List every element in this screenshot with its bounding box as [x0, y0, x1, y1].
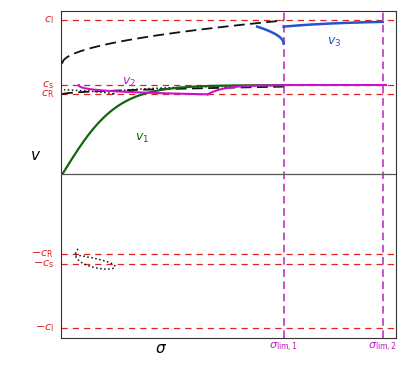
Text: $\sigma_{\mathrm{lim},1}$: $\sigma_{\mathrm{lim},1}$ [269, 340, 298, 354]
Text: $-c_{\rm s}$: $-c_{\rm s}$ [33, 258, 54, 270]
Text: $-c_{\rm l}$: $-c_{\rm l}$ [35, 322, 54, 334]
Text: $v_2$: $v_2$ [122, 76, 136, 89]
Text: $v_3$: $v_3$ [326, 36, 341, 49]
Text: $-c_{\rm R}$: $-c_{\rm R}$ [32, 249, 54, 260]
Text: $v$: $v$ [29, 148, 41, 164]
Text: $\sigma_{\mathrm{lim},2}$: $\sigma_{\mathrm{lim},2}$ [368, 340, 397, 354]
Text: $c_{\rm R}$: $c_{\rm R}$ [41, 88, 54, 100]
Text: $c_{\rm l}$: $c_{\rm l}$ [44, 15, 54, 26]
Text: $v_1$: $v_1$ [135, 132, 149, 144]
Text: $\sigma$: $\sigma$ [155, 340, 167, 356]
Text: $c_{\rm s}$: $c_{\rm s}$ [42, 79, 54, 91]
